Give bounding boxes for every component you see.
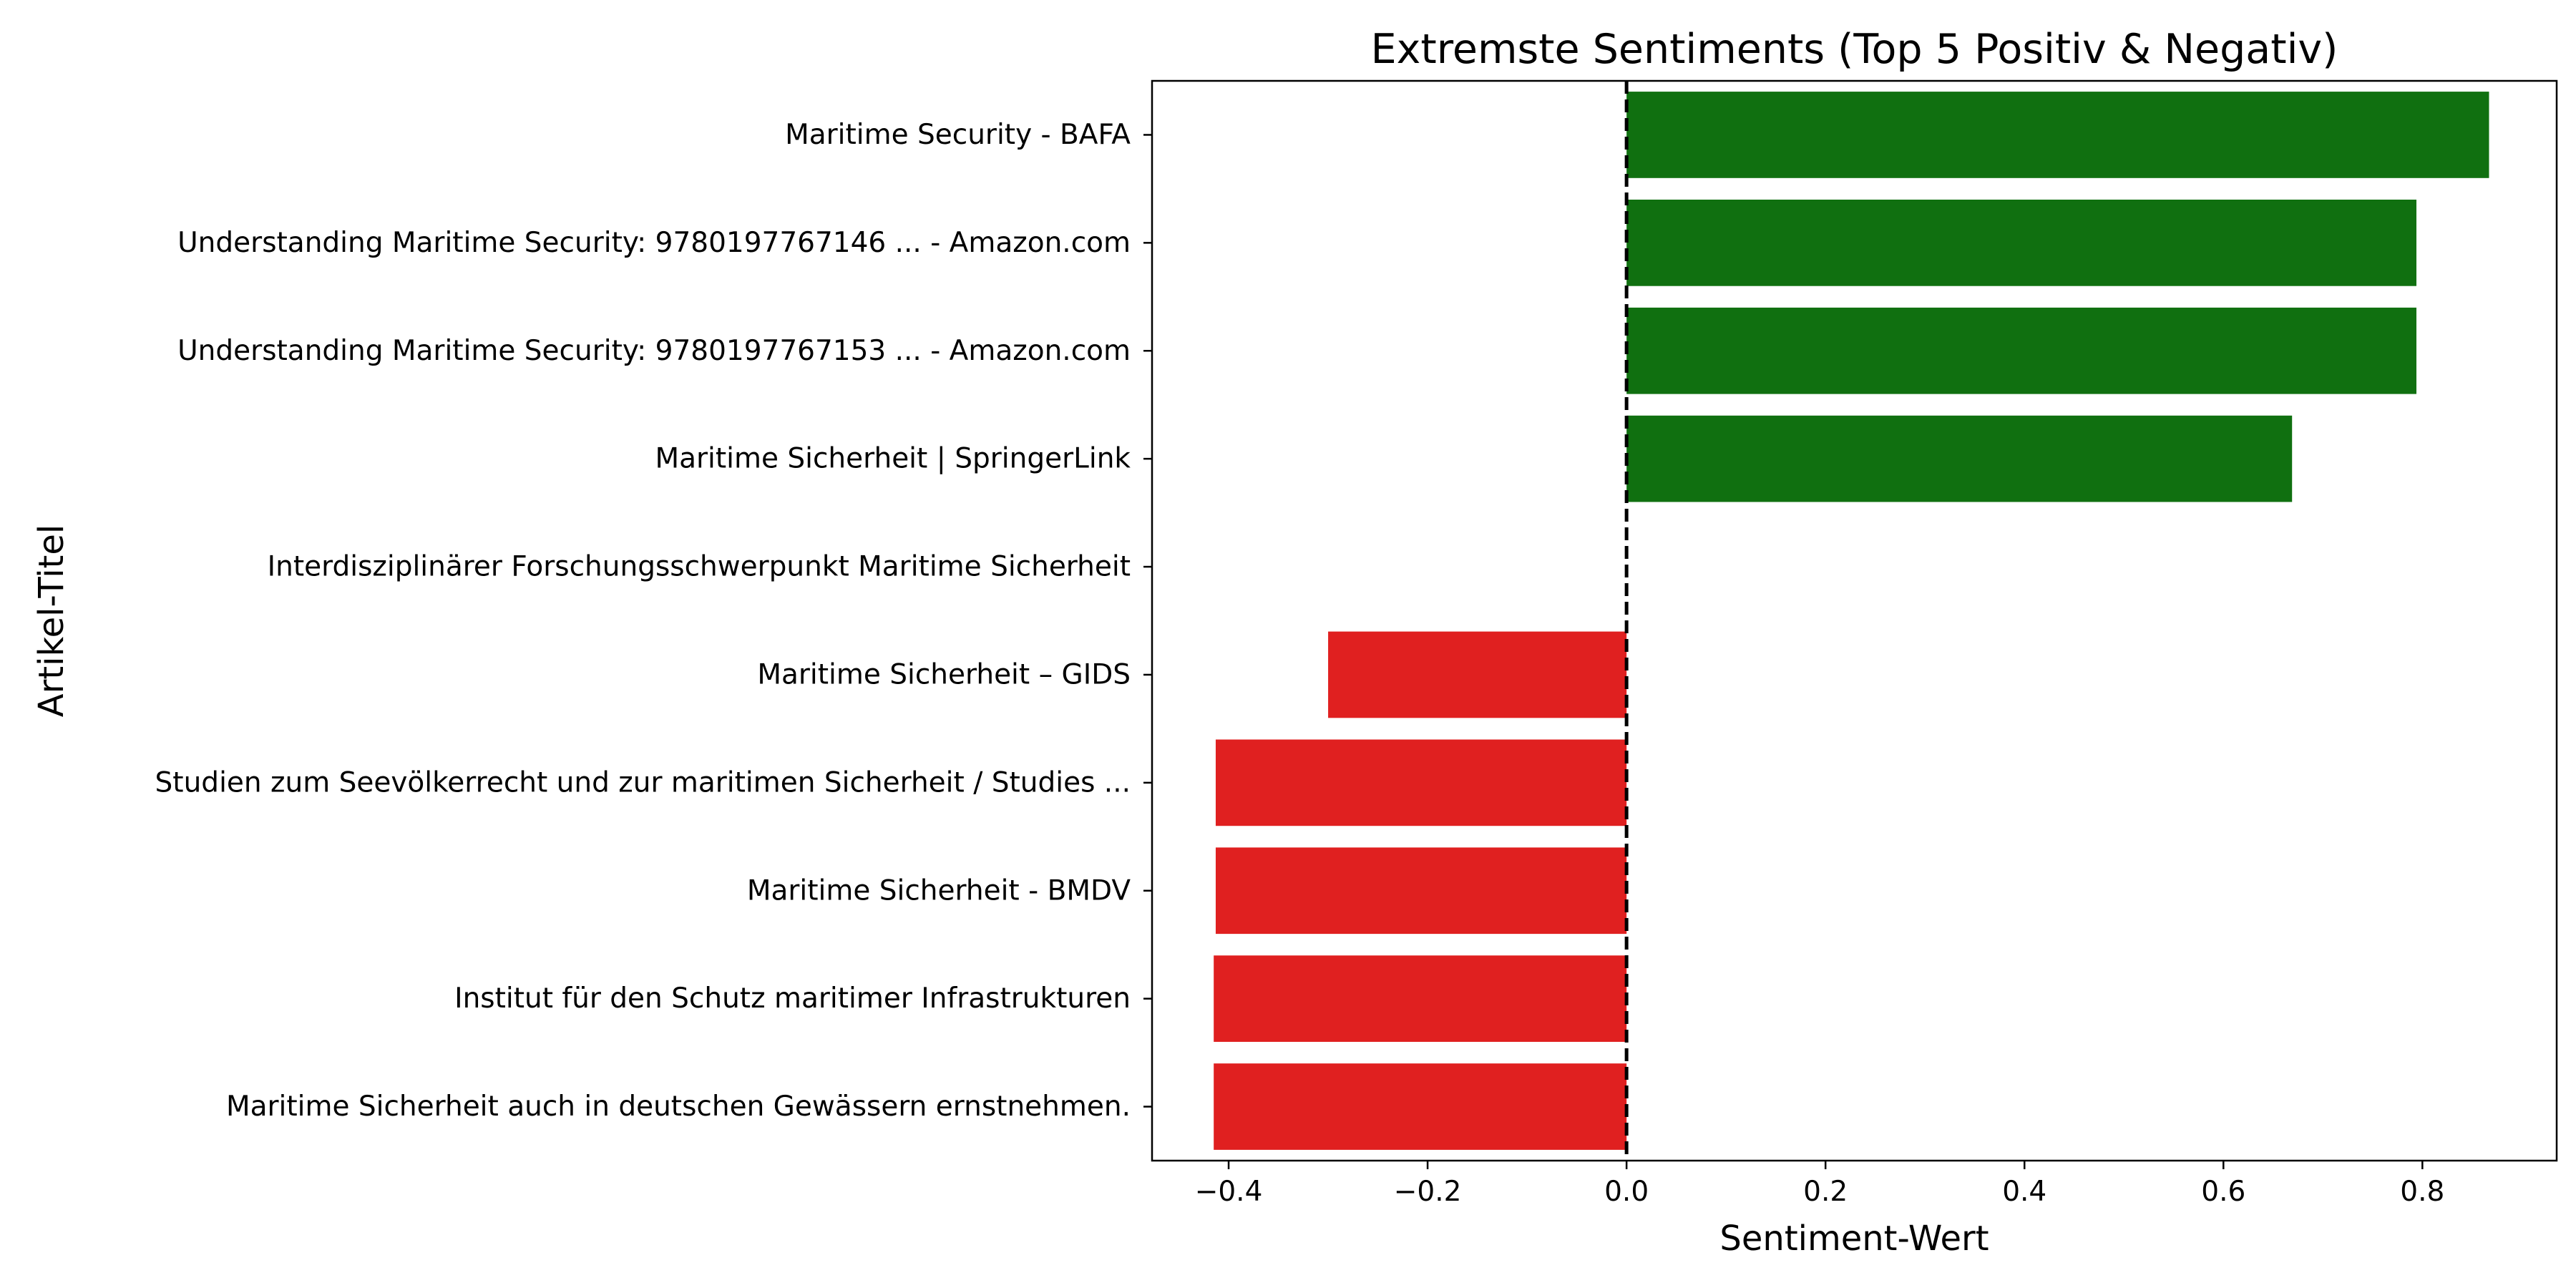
bar-5 (1328, 631, 1627, 718)
x-tick-label: 0.4 (2002, 1176, 2046, 1208)
y-tick-label: Institut für den Schutz maritimer Infras… (454, 982, 1131, 1015)
y-tick-label: Maritime Sicherheit auch in deutschen Ge… (226, 1091, 1131, 1123)
y-tick-label: Understanding Maritime Security: 9780197… (177, 227, 1131, 259)
bars-group (1214, 92, 2489, 1150)
y-tick-label: Interdisziplinärer Forschungsschwerpunkt… (268, 551, 1131, 583)
x-tick-label: 0.2 (1803, 1176, 1848, 1208)
y-tick-label: Maritime Sicherheit | SpringerLink (655, 443, 1131, 475)
bar-6 (1215, 739, 1627, 826)
y-axis-ticks: Maritime Security - BAFA Understanding Ma… (155, 119, 1152, 1123)
y-axis-title: Artikel-Titel (31, 525, 72, 717)
x-tick-label: −0.2 (1394, 1176, 1462, 1208)
bar-3 (1626, 415, 2293, 502)
x-axis-ticks: −0.4 −0.2 0.0 0.2 0.4 0.6 0.8 (1195, 1161, 2444, 1208)
y-tick-label: Studien zum Seevölkerrecht und zur marit… (155, 766, 1131, 799)
y-tick-label: Understanding Maritime Security: 9780197… (177, 335, 1131, 367)
x-axis-title: Sentiment-Wert (1719, 1219, 1989, 1259)
y-tick-label: Maritime Sicherheit - BMDV (747, 874, 1131, 907)
plot-frame (1151, 79, 2558, 1162)
x-tick-label: 0.6 (2201, 1176, 2245, 1208)
bar-7 (1215, 847, 1627, 935)
y-tick-label: Maritime Security - BAFA (785, 119, 1131, 151)
bar-2 (1626, 307, 2416, 394)
bar-1 (1626, 199, 2416, 286)
x-tick-label: −0.4 (1195, 1176, 1263, 1208)
y-tick-label: Maritime Sicherheit – GIDS (757, 658, 1131, 691)
bar-0 (1626, 92, 2489, 178)
bar-9 (1214, 1063, 1627, 1150)
x-tick-label: 0.0 (1604, 1176, 1649, 1208)
x-tick-label: 0.8 (2400, 1176, 2444, 1208)
bar-8 (1214, 955, 1627, 1043)
chart-title: Extremste Sentiments (Top 5 Positiv & Ne… (1371, 26, 2338, 73)
